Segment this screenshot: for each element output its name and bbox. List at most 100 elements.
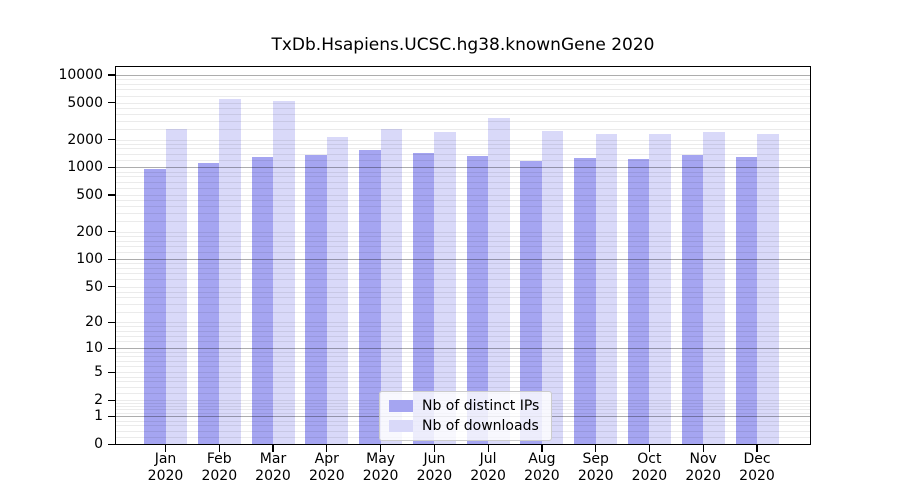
y-tick xyxy=(108,74,115,76)
bar-distinct-ips xyxy=(681,154,704,445)
minor-gridline xyxy=(115,143,811,145)
legend-label: Nb of downloads xyxy=(422,418,539,434)
bar-downloads xyxy=(757,133,779,445)
y-tick-label: 50 xyxy=(85,278,103,295)
minor-gridline xyxy=(115,273,811,275)
minor-gridline xyxy=(115,326,811,328)
y-tick xyxy=(108,371,115,374)
x-label-month: Aug xyxy=(528,451,556,467)
x-label-year: 2020 xyxy=(201,468,238,484)
y-tick-label: 10 xyxy=(85,340,103,357)
bar-downloads xyxy=(165,129,187,445)
y-tick-label: 10000 xyxy=(58,67,103,83)
y-tick-label: 5 xyxy=(94,364,103,381)
minor-gridline xyxy=(115,212,811,214)
x-label-year: 2020 xyxy=(308,468,345,484)
minor-gridline xyxy=(115,102,811,104)
bar-downloads xyxy=(703,132,725,445)
bar-downloads xyxy=(380,128,403,445)
y-tick xyxy=(108,258,115,260)
minor-gridline xyxy=(115,83,811,85)
y-tick xyxy=(108,415,115,418)
x-label-month: Jun xyxy=(423,451,446,467)
y-tick-label: 1000 xyxy=(67,159,103,176)
legend-swatch-downloads xyxy=(389,420,413,432)
x-tick xyxy=(380,445,382,452)
major-gridline xyxy=(115,75,811,76)
minor-gridline xyxy=(115,245,811,247)
y-tick xyxy=(108,231,115,233)
x-label-year: 2020 xyxy=(416,468,453,484)
minor-gridline xyxy=(115,107,811,109)
y-tick xyxy=(108,166,115,168)
minor-gridline xyxy=(115,268,811,269)
x-label-year: 2020 xyxy=(362,468,399,484)
bar-downloads xyxy=(434,131,456,445)
major-gridline xyxy=(115,167,811,169)
x-label-year: 2020 xyxy=(470,468,506,484)
minor-gridline xyxy=(115,221,811,223)
bars-layer xyxy=(115,66,811,445)
minor-gridline xyxy=(115,231,811,233)
legend-entry: Nb of distinct IPs xyxy=(389,398,539,414)
legend-entry: Nb of downloads xyxy=(389,418,539,434)
y-tick xyxy=(108,194,115,196)
legend-label: Nb of distinct IPs xyxy=(422,398,540,414)
minor-gridline xyxy=(115,291,811,293)
x-label-year: 2020 xyxy=(631,468,668,484)
x-tick-label: Dec 2020 xyxy=(725,451,789,485)
x-label-month: Oct xyxy=(637,451,662,467)
minor-gridline xyxy=(115,372,811,374)
minor-gridline xyxy=(115,366,811,368)
x-label-month: Apr xyxy=(314,451,339,467)
grid-layer xyxy=(115,66,811,445)
x-label-year: 2020 xyxy=(577,468,614,484)
x-tick xyxy=(218,445,220,452)
x-label-month: Dec xyxy=(743,451,771,467)
minor-gridline xyxy=(115,381,811,383)
minor-gridline xyxy=(115,120,811,122)
y-tick-label: 20 xyxy=(85,314,103,331)
minor-gridline xyxy=(115,113,811,115)
minor-gridline xyxy=(115,286,811,288)
legend: Nb of distinct IPs Nb of downloads xyxy=(379,391,553,441)
y-tick xyxy=(108,321,115,323)
y-tick-label: 100 xyxy=(76,251,103,268)
x-tick xyxy=(648,445,651,452)
y-tick xyxy=(108,286,115,288)
minor-gridline xyxy=(115,341,811,343)
y-tick xyxy=(108,443,115,445)
x-label-year: 2020 xyxy=(524,468,560,484)
x-label-month: Jul xyxy=(479,451,497,467)
y-tick-label: 500 xyxy=(76,187,103,203)
bar-downloads xyxy=(541,131,564,445)
bar-downloads xyxy=(273,101,295,445)
y-tick-label: 2 xyxy=(94,392,103,409)
minor-gridline xyxy=(115,240,811,242)
minor-gridline xyxy=(115,79,811,81)
plot-area: Nb of distinct IPs Nb of downloads xyxy=(115,66,811,445)
y-tick xyxy=(108,102,115,104)
bar-distinct-ips xyxy=(466,156,489,445)
x-tick xyxy=(326,445,328,452)
x-tick xyxy=(541,445,543,452)
bar-distinct-ips xyxy=(251,157,273,445)
legend-swatch-distinct-ips xyxy=(389,400,413,412)
major-gridline xyxy=(115,259,811,261)
minor-gridline xyxy=(115,322,811,324)
minor-gridline xyxy=(115,95,811,97)
minor-gridline xyxy=(115,206,811,207)
x-tick xyxy=(272,445,274,452)
x-label-month: Jan xyxy=(154,451,177,467)
bar-downloads xyxy=(488,118,510,445)
minor-gridline xyxy=(115,386,811,388)
x-tick-label: Apr 2020 xyxy=(295,451,359,485)
minor-gridline xyxy=(115,376,811,378)
minor-gridline xyxy=(115,148,811,150)
minor-gridline xyxy=(115,160,811,161)
bar-distinct-ips xyxy=(520,161,542,445)
bar-distinct-ips xyxy=(735,157,757,445)
y-tick xyxy=(108,347,115,349)
bar-downloads xyxy=(219,99,241,445)
